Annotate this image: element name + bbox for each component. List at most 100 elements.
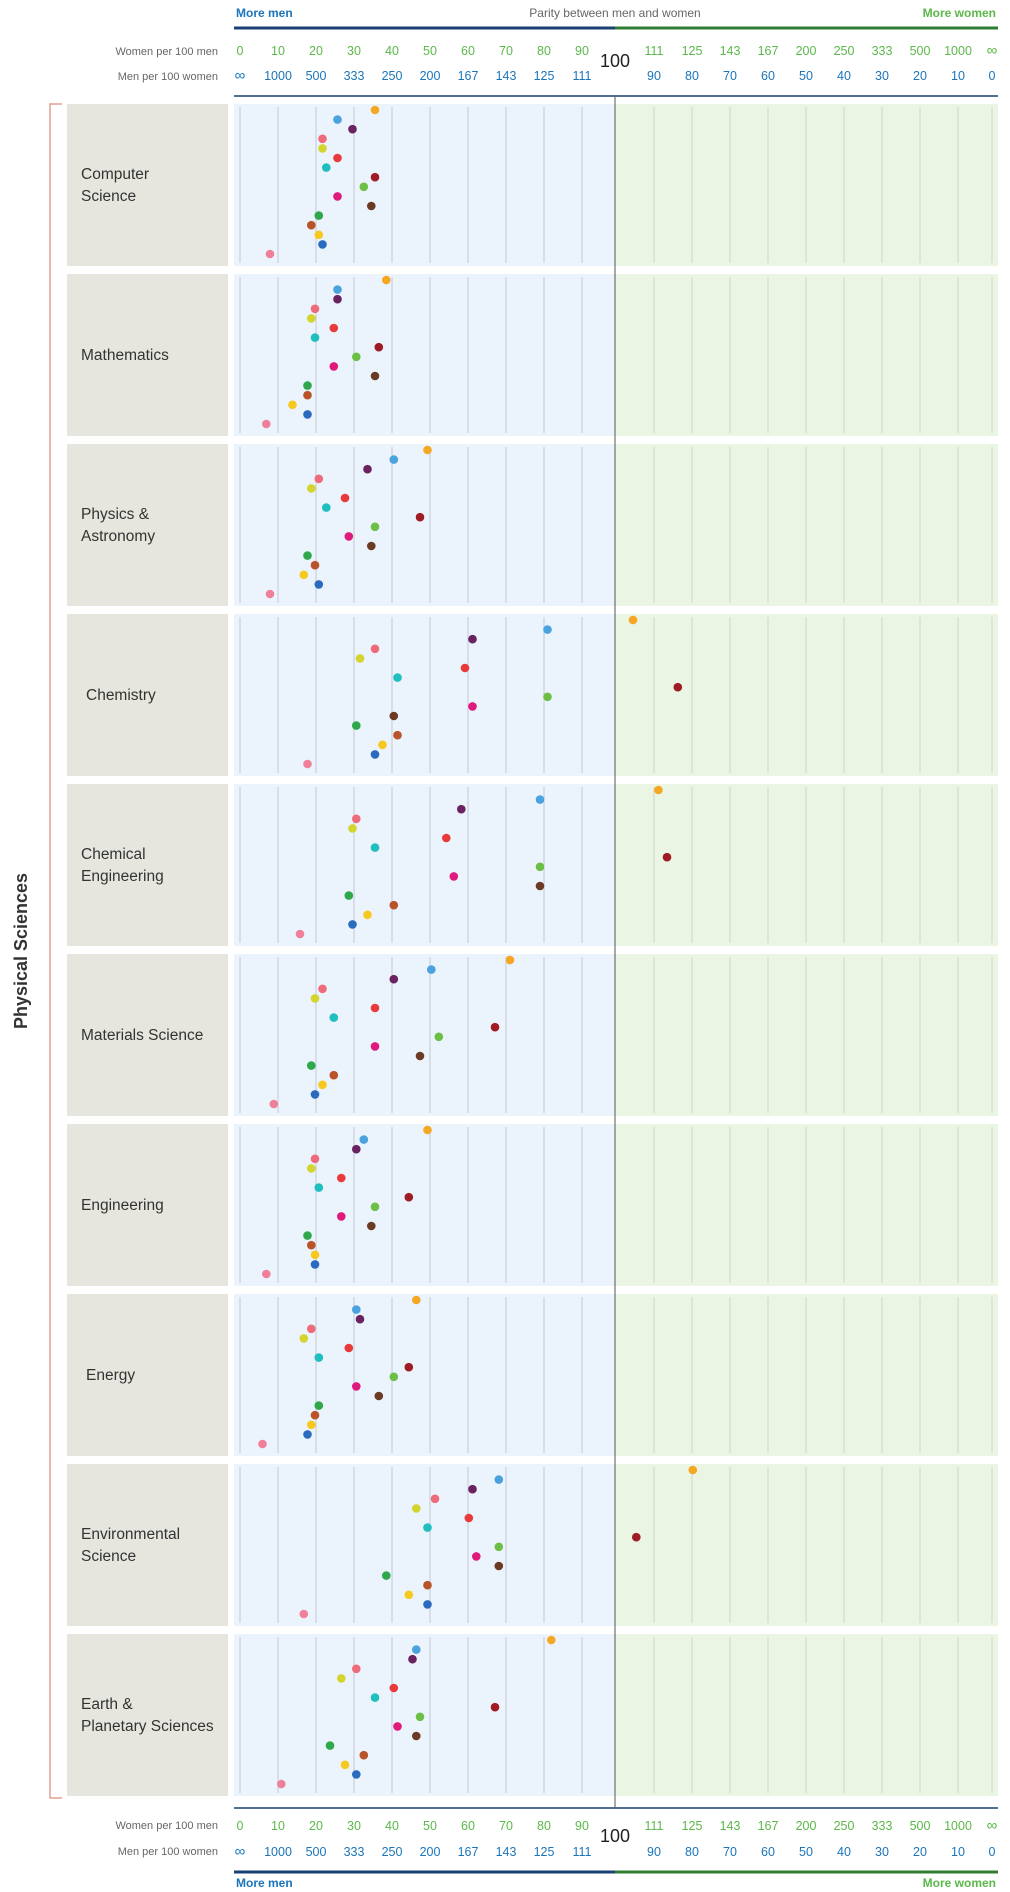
top-women-tick-5: 50 xyxy=(423,44,437,58)
bottom-men-tick-17: 20 xyxy=(913,1845,927,1859)
bottom-women-tick-9: 90 xyxy=(575,1819,589,1833)
top-women-tick-4: 40 xyxy=(385,44,399,58)
data-point xyxy=(374,1391,384,1401)
data-point xyxy=(457,804,466,814)
data-point xyxy=(423,1125,432,1135)
data-point xyxy=(389,974,399,984)
data-point xyxy=(370,644,380,654)
data-point xyxy=(673,682,683,692)
more-women-label: More women xyxy=(923,6,996,20)
data-point xyxy=(303,759,312,769)
data-point xyxy=(337,1212,346,1221)
data-point xyxy=(389,711,399,721)
top-men-tick-0: ∞ xyxy=(235,67,246,84)
data-point xyxy=(340,1760,350,1770)
footer-more-men-label: More men xyxy=(236,1876,293,1890)
panel-label-bg xyxy=(67,444,228,606)
data-point xyxy=(307,1420,316,1430)
bottom-men-tick-9: 111 xyxy=(572,1845,591,1859)
panel-label-bg xyxy=(67,1294,228,1456)
top-parity-value: 100 xyxy=(600,51,630,71)
panel-label: Computer Science xyxy=(81,166,149,205)
data-point xyxy=(303,410,312,419)
bottom-women-tick-17: 500 xyxy=(910,1819,931,1833)
data-point xyxy=(352,814,361,824)
bottom-men-tick-2: 500 xyxy=(306,1845,327,1859)
data-point xyxy=(442,833,451,843)
data-point xyxy=(430,1494,440,1504)
data-point xyxy=(415,512,425,522)
data-point xyxy=(303,551,312,560)
data-point xyxy=(412,1504,421,1513)
top-women-tick-3: 30 xyxy=(347,44,361,58)
data-point xyxy=(337,1674,346,1683)
top-axis: Women per 100 men Men per 100 women 0 10 2… xyxy=(115,42,998,97)
bottom-men-tick-11: 80 xyxy=(685,1845,699,1859)
bottom-women-tick-6: 60 xyxy=(461,1819,475,1833)
data-point xyxy=(344,532,354,541)
bottom-men-tick-19: 0 xyxy=(989,1845,996,1859)
data-point xyxy=(370,522,380,532)
data-point xyxy=(310,1154,320,1164)
top-men-tick-5: 200 xyxy=(420,69,441,83)
data-point xyxy=(535,862,545,872)
top-men-tick-12: 70 xyxy=(723,69,737,83)
data-point xyxy=(423,1523,432,1532)
panels: Computer Science Mathematics Physics & Astro… xyxy=(67,104,998,1796)
data-point xyxy=(310,560,320,570)
data-point xyxy=(262,1269,271,1279)
data-point xyxy=(352,1664,361,1674)
top-women-per-men-label: Women per 100 men xyxy=(115,46,218,58)
footer-more-women-label: More women xyxy=(923,1876,996,1890)
data-point xyxy=(352,1144,361,1154)
data-point xyxy=(412,1295,421,1305)
bottom-women-tick-8: 80 xyxy=(537,1819,551,1833)
data-point xyxy=(370,105,380,115)
bottom-men-tick-16: 30 xyxy=(875,1845,889,1859)
bottom-men-per-women-label: Men per 100 women xyxy=(118,1846,218,1858)
data-point xyxy=(490,1702,500,1712)
panel-9: Earth & Planetary Sciences xyxy=(67,1634,998,1796)
top-header: More men Parity between men and women Mo… xyxy=(234,6,998,30)
top-women-tick-14: 200 xyxy=(796,44,817,58)
data-point xyxy=(303,1231,312,1240)
data-point xyxy=(348,824,357,833)
data-point xyxy=(352,352,361,362)
data-point xyxy=(337,1173,346,1183)
data-point xyxy=(295,929,305,939)
data-point xyxy=(370,1042,380,1051)
data-point xyxy=(363,910,372,920)
data-point xyxy=(460,663,470,673)
data-point xyxy=(423,1580,432,1590)
data-point xyxy=(359,1750,369,1760)
data-point xyxy=(288,400,297,410)
bottom-women-tick-5: 50 xyxy=(423,1819,437,1833)
men-side-bg xyxy=(234,1634,615,1796)
top-women-tick-16: 333 xyxy=(872,44,893,58)
data-point xyxy=(322,503,331,512)
data-point xyxy=(490,1022,500,1032)
bottom-men-tick-labels: ∞ 1000 500 333 250 200 167 143 125 111 90 80 70 60 50 4… xyxy=(235,1843,996,1860)
men-side-bg xyxy=(234,1294,615,1456)
panel-3: Chemistry xyxy=(67,614,998,776)
panel-label-bg xyxy=(67,954,228,1116)
data-point xyxy=(393,1722,402,1731)
data-point xyxy=(262,419,271,429)
data-point xyxy=(547,1635,556,1645)
data-point xyxy=(412,1731,421,1741)
bottom-men-tick-0: ∞ xyxy=(235,1843,246,1860)
men-side-bg xyxy=(234,274,615,436)
bottom-men-tick-1: 1000 xyxy=(264,1845,292,1859)
data-point xyxy=(310,1260,320,1269)
data-point xyxy=(370,1693,380,1702)
data-point xyxy=(535,795,545,804)
top-women-tick-19: ∞ xyxy=(987,42,998,59)
bottom-men-tick-18: 10 xyxy=(951,1845,965,1859)
data-point xyxy=(333,294,342,304)
data-point xyxy=(329,362,339,371)
data-point xyxy=(389,900,399,910)
panel-0: Computer Science xyxy=(67,104,998,266)
data-point xyxy=(374,342,384,352)
data-point xyxy=(348,124,357,134)
